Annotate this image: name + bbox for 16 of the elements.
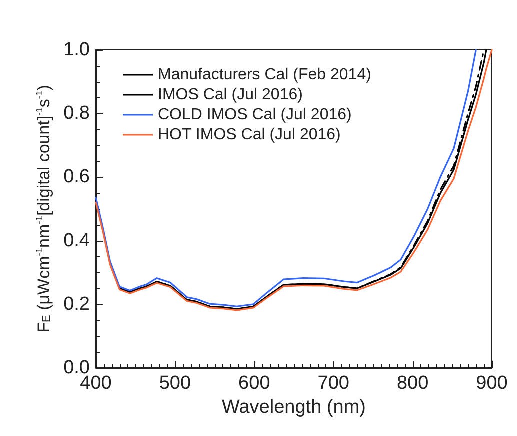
x-tick-label: 800 xyxy=(396,373,429,394)
legend-label: HOT IMOS Cal (Jul 2016) xyxy=(158,126,341,144)
legend-label: IMOS Cal (Jul 2016) xyxy=(158,86,303,104)
x-tick-label: 500 xyxy=(159,373,192,394)
x-axis-title: Wavelength (nm) xyxy=(222,396,366,418)
x-tick-label: 600 xyxy=(238,373,270,394)
y-tick-label: 1.0 xyxy=(64,40,90,60)
y-tick-label: 0.4 xyxy=(64,230,90,252)
y-tick-label: 0.2 xyxy=(64,294,90,315)
legend-label: COLD IMOS Cal (Jul 2016) xyxy=(158,106,352,124)
legend-label: Manufacturers Cal (Feb 2014) xyxy=(158,66,372,84)
y-tick-label: 0.6 xyxy=(64,166,90,188)
y-tick-label: 0.8 xyxy=(64,103,90,124)
text: FE (μWcm-1nm-1[digital count]-1s-1) xyxy=(34,85,54,333)
x-tick-label: 700 xyxy=(318,373,350,394)
x-tick-label: 900 xyxy=(476,373,508,394)
